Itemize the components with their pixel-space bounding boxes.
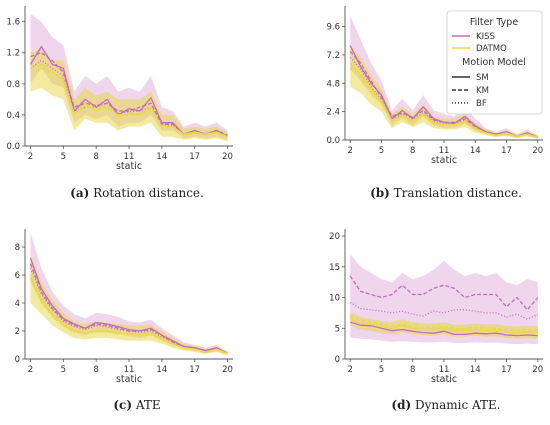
panel-d-ytick-label: 5 [335,324,340,334]
panel-d-xtick-label: 20 [532,365,543,375]
panel-c-xtick-label: 2 [28,365,33,375]
panel-b-xtick-label: 17 [501,146,512,156]
panel-c-xtick-label: 5 [61,365,66,375]
panel-d-ytick-label: 0 [335,355,340,365]
panel-d-xtick-label: 8 [410,365,415,375]
panel-a-ytick-label: 1.6 [6,18,20,28]
panel-a-ytick-label: 0.0 [6,142,20,152]
panel-a-ytick-label: 0.8 [6,80,20,90]
panel-d-line-datmo-sm [349,318,538,334]
panel-c-xtick-label: 20 [222,365,233,375]
panel-d-ytick-label: 15 [329,263,340,273]
panel-b-band-datmo [350,45,538,139]
panel-a-band-datmo [30,48,228,142]
panel-a-ytick-label: 0.4 [6,111,20,121]
legend-bf-label: BF [476,99,487,109]
caption-b-label: (b) [370,186,390,200]
panel-b-xlabel: static [431,155,457,166]
panel-a-xlabel: static [116,161,142,172]
panel-b-line-kiss-sm [349,45,539,139]
panel-d-line-kiss-bf [349,301,539,320]
legend-km-label: KM [476,86,489,96]
panel-c-ytick-label: 2 [15,327,20,337]
panel-d-xtick-label: 17 [501,365,512,375]
panel-b-chart: 0.0 2.4 4.8 7.2 9.6 2 5 8 11 14 17 20 static [326,6,543,166]
legend-motion-title: Motion Model [462,57,526,68]
caption-d-label: (d) [391,398,412,412]
panel-c-xtick-label: 11 [124,365,135,375]
panel-b-ytick-label: 9.6 [326,23,340,33]
panel-d-line-datmo-km [349,315,538,331]
panel-a-xtick-label: 17 [189,152,200,162]
panel-d-ytick-label: 10 [329,294,340,304]
caption-c: (c) ATE [113,398,160,412]
panel-a-xtick-label: 14 [156,152,167,162]
panel-b-xtick-label: 11 [439,146,450,156]
panel-a-xtick-label: 2 [28,152,33,162]
panel-b-xtick-label: 5 [379,146,384,156]
panel-b-band-kiss [350,15,538,139]
panel-d-xtick-label: 5 [379,365,384,375]
panel-a-xtick-label: 5 [61,152,66,162]
panel-c-band-datmo [30,254,228,356]
panel-c-xlabel: static [116,374,142,385]
panel-a-line-kiss-sm [29,45,228,138]
legend-datmo-label: DATMO [476,44,507,54]
panel-a-ytick-label: 1.2 [6,49,20,59]
panel-b-xtick-label: 8 [410,146,415,156]
panel-c-ytick-label: 0 [15,355,20,365]
panel-d-xtick-label: 11 [439,365,450,375]
caption-a-text: Rotation distance. [93,186,204,200]
panel-d-band-datmo [350,312,538,339]
panel-b-line-datmo-km [349,66,539,139]
panel-b-xtick-label: 20 [532,146,543,156]
panel-c-line-kiss-bf [29,267,228,355]
panel-b-ytick-label: 0.0 [326,136,340,146]
legend-frame [446,10,543,115]
panel-c-xtick-label: 8 [93,365,98,375]
panel-c-ytick-label: 4 [15,299,20,309]
panel-b-xtick-label: 2 [347,146,352,156]
caption-d-text: Dynamic ATE. [414,398,501,412]
panel-c-ytick-label: 8 [15,243,20,253]
panel-b-ytick-label: 2.4 [326,108,340,118]
panel-c-xtick-label: 14 [156,365,167,375]
panel-d-xtick-label: 14 [470,365,481,375]
caption-a: (a) Rotation distance. [70,186,204,200]
panel-c-line-datmo-bf [29,280,228,355]
panel-a-chart: 0.0 0.4 0.8 1.2 1.6 2 5 8 11 14 17 20 static [6,6,233,172]
caption-a-label: (a) [70,186,90,200]
panel-c-xtick-label: 17 [189,365,200,375]
panel-b-ytick-label: 7.2 [326,51,340,61]
panel-d-line-kiss-sm [350,321,538,337]
caption-c-text: ATE [135,398,161,412]
panel-d-xtick-label: 2 [347,365,352,375]
legend-filter-title: Filter Type [470,17,519,28]
panel-d-ytick-label: 20 [329,232,340,242]
panel-d-xlabel: static [431,374,457,385]
legend-sm-label: SM [476,73,489,83]
caption-b: (b) Translation distance. [370,186,522,200]
caption-d: (d) Dynamic ATE. [391,398,500,412]
legend: Filter Type KISS DATMO Motion Model SM K… [446,10,543,115]
caption-c-label: (c) [113,398,133,412]
panel-c-ytick-label: 6 [15,271,20,281]
panel-a-xtick-label: 8 [93,152,98,162]
panel-b-ytick-label: 4.8 [326,79,340,89]
panel-b-xtick-label: 14 [470,146,481,156]
caption-b-text: Translation distance. [393,186,522,200]
panel-a-xtick-label: 20 [222,152,233,162]
panel-a-xtick-label: 11 [124,152,135,162]
legend-kiss-label: KISS [476,32,495,42]
panel-a-line-datmo-km [30,67,228,138]
